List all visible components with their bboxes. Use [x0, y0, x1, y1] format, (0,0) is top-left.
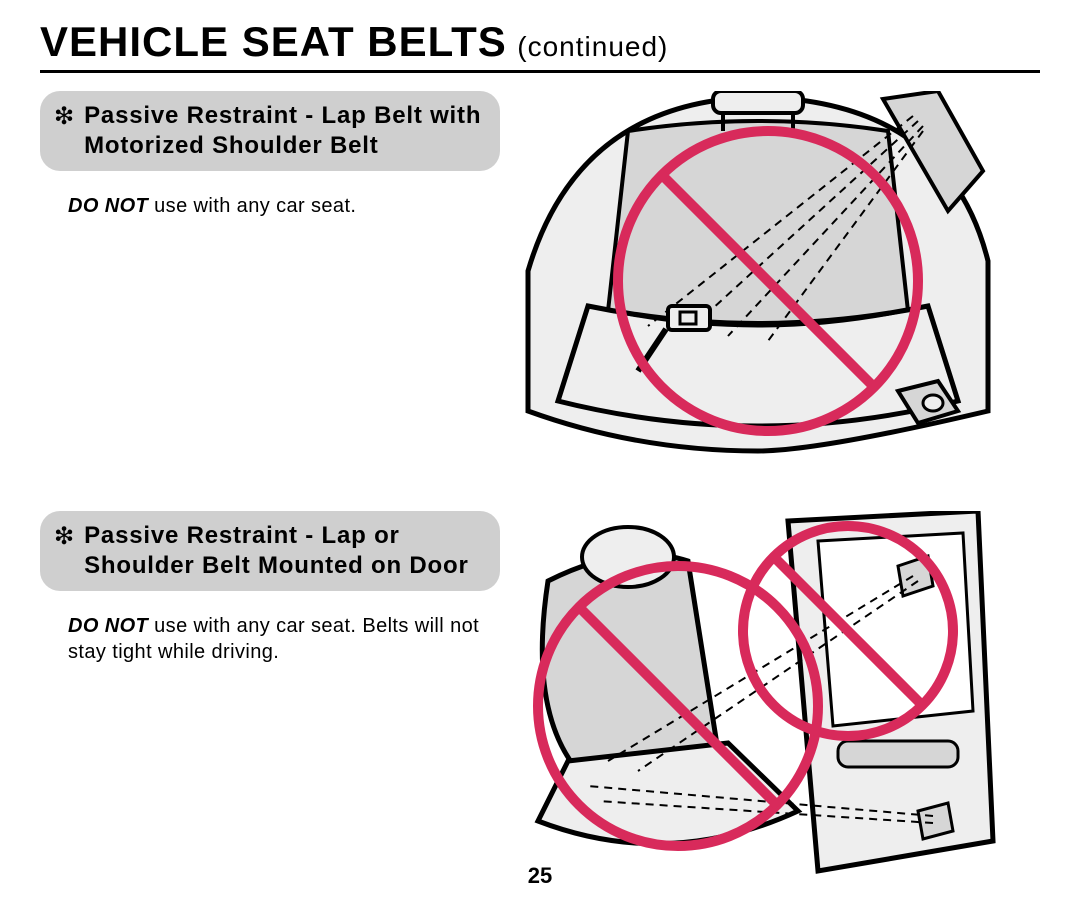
manual-page: VEHICLE SEAT BELTS (continued) ❇ Passive…	[0, 0, 1080, 913]
page-title-sub: (continued)	[517, 31, 668, 62]
section-2-figure	[518, 511, 998, 881]
section-2-heading: Passive Restraint - Lap or Shoulder Belt…	[84, 521, 484, 581]
page-number: 25	[0, 863, 1080, 889]
asterisk-icon: ❇	[54, 103, 74, 131]
section-2-body-strong: DO NOT	[68, 615, 148, 637]
section-1: ❇ Passive Restraint - Lap Belt with Moto…	[40, 91, 1040, 461]
section-1-text-col: ❇ Passive Restraint - Lap Belt with Moto…	[40, 91, 500, 219]
title-row: VEHICLE SEAT BELTS (continued)	[40, 18, 1040, 73]
asterisk-icon: ❇	[54, 523, 74, 551]
section-1-body: DO NOT use with any car seat.	[40, 171, 500, 219]
section-1-heading-pill: ❇ Passive Restraint - Lap Belt with Moto…	[40, 91, 500, 171]
section-2-text-col: ❇ Passive Restraint - Lap or Shoulder Be…	[40, 511, 500, 665]
section-2-heading-pill: ❇ Passive Restraint - Lap or Shoulder Be…	[40, 511, 500, 591]
page-title-main: VEHICLE SEAT BELTS	[40, 18, 507, 65]
section-1-figure	[518, 91, 998, 461]
section-2: ❇ Passive Restraint - Lap or Shoulder Be…	[40, 511, 1040, 881]
section-1-body-strong: DO NOT	[68, 195, 148, 217]
seat-motorized-belt-illustration	[518, 91, 998, 461]
seat-door-mounted-belt-illustration	[518, 511, 998, 881]
section-1-heading: Passive Restraint - Lap Belt with Motori…	[84, 101, 484, 161]
section-2-body: DO NOT use with any car seat. Belts will…	[40, 591, 500, 665]
section-1-body-rest: use with any car seat.	[148, 195, 356, 217]
